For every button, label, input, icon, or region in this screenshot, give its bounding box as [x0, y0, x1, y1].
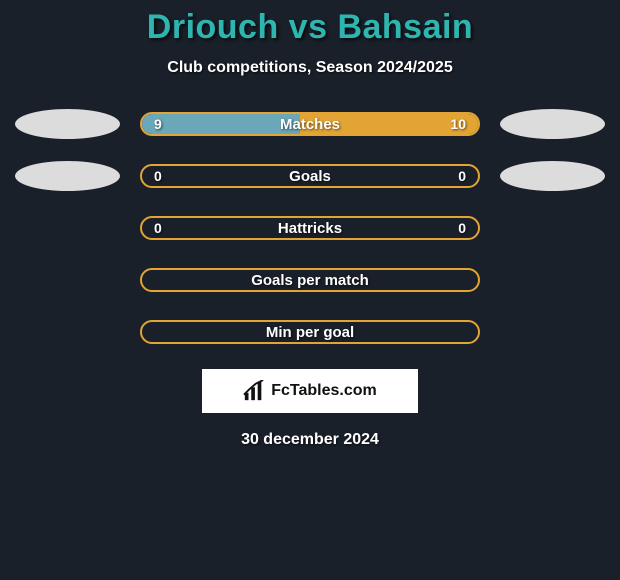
stat-bar: Min per goal	[140, 320, 480, 344]
stat-label: Goals	[289, 168, 331, 185]
stat-label: Hattricks	[278, 220, 342, 237]
oval-spacer	[500, 213, 605, 243]
player-oval-right	[500, 161, 605, 191]
stat-row: 0 0 Goals	[0, 161, 620, 191]
stat-rows: 9 10 Matches 0 0 Goals 0 0 Hattricks Goals per ma…	[0, 109, 620, 347]
stat-bar: 9 10 Matches	[140, 112, 480, 136]
stat-row: 0 0 Hattricks	[0, 213, 620, 243]
stat-bar: 0 0 Hattricks	[140, 216, 480, 240]
stat-bar: Goals per match	[140, 268, 480, 292]
stat-row: 9 10 Matches	[0, 109, 620, 139]
generation-date: 30 december 2024	[0, 431, 620, 449]
player-oval-right	[500, 109, 605, 139]
oval-spacer	[500, 265, 605, 295]
stat-label: Matches	[280, 116, 340, 133]
stat-label: Min per goal	[266, 324, 354, 341]
stat-value-left: 0	[154, 168, 162, 184]
oval-spacer	[500, 317, 605, 347]
oval-spacer	[15, 317, 120, 347]
oval-spacer	[15, 213, 120, 243]
comparison-infographic: Driouch vs Bahsain Club competitions, Se…	[0, 0, 620, 580]
stat-row: Min per goal	[0, 317, 620, 347]
page-subtitle: Club competitions, Season 2024/2025	[0, 59, 620, 77]
stat-bar: 0 0 Goals	[140, 164, 480, 188]
player-oval-left	[15, 109, 120, 139]
stat-value-right: 0	[458, 168, 466, 184]
oval-spacer	[15, 265, 120, 295]
chart-icon	[243, 380, 265, 402]
brand-box: FcTables.com	[202, 369, 418, 413]
stat-value-right: 0	[458, 220, 466, 236]
stat-label: Goals per match	[251, 272, 369, 289]
bar-fill-left	[142, 114, 300, 134]
player-oval-left	[15, 161, 120, 191]
page-title: Driouch vs Bahsain	[0, 0, 620, 47]
stat-value-right: 10	[450, 116, 466, 132]
stat-value-left: 0	[154, 220, 162, 236]
brand-text: FcTables.com	[271, 382, 377, 400]
stat-row: Goals per match	[0, 265, 620, 295]
stat-value-left: 9	[154, 116, 162, 132]
